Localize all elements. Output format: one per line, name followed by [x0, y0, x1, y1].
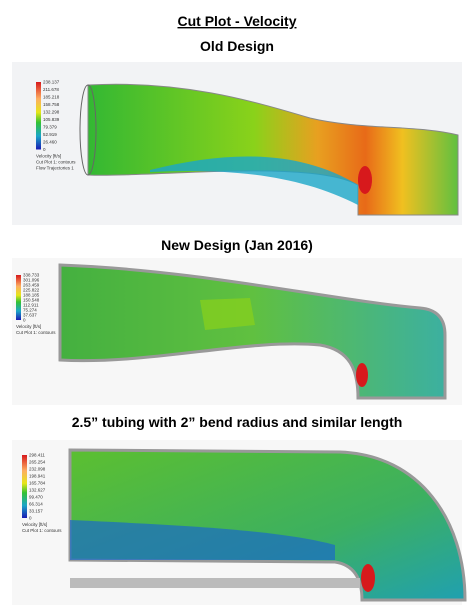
- legend-value: 0: [23, 318, 26, 323]
- legend-value: 225.822: [23, 288, 40, 293]
- section-heading: Old Design: [200, 38, 274, 54]
- legend-value: 232.098: [29, 467, 46, 472]
- legend-value: 105.839: [43, 117, 60, 122]
- legend-value: 338.733: [23, 273, 40, 278]
- legend-value: 52.919: [43, 132, 57, 137]
- color-bar: [36, 82, 41, 150]
- legend-value: 263.459: [23, 283, 40, 288]
- legend-value: 150.548: [23, 298, 40, 303]
- contour: [70, 520, 335, 560]
- pipe: [68, 448, 467, 602]
- legend-value: 112.911: [23, 303, 39, 308]
- legend-value: 265.254: [29, 460, 46, 465]
- legend-value: 79.379: [43, 125, 57, 130]
- legend-value: 26.460: [43, 140, 57, 145]
- legend-note: Cut Plot 1: contours: [22, 528, 62, 533]
- legend-value: 0: [43, 147, 46, 152]
- legend: 298.411 265.254 232.098 198.941 165.784 132.6…: [22, 453, 62, 533]
- section-heading: 2.5” tubing with 2” bend radius and simi…: [72, 414, 403, 430]
- legend-value: 33.157: [29, 509, 43, 514]
- legend-value: 0: [29, 516, 32, 521]
- legend-note: Flow Trajectories 1: [36, 166, 74, 171]
- legend: 238.137 211.678 185.218 158.758 132.298 105.8…: [36, 80, 76, 171]
- legend-value: 75.274: [23, 308, 37, 313]
- legend-value: 66.314: [29, 502, 43, 507]
- legend-value: 185.218: [43, 95, 60, 100]
- color-bar: [16, 275, 21, 320]
- legend-value: 198.941: [29, 474, 46, 479]
- contour: [150, 156, 358, 205]
- color-bar: [22, 455, 27, 518]
- legend-value: 238.137: [43, 80, 60, 85]
- section-heading: New Design (Jan 2016): [161, 237, 313, 253]
- legend-quantity: Velocity [ft/s]: [22, 522, 47, 527]
- legend-value: 99.470: [29, 495, 43, 500]
- legend-value: 37.637: [23, 313, 37, 318]
- legend-value: 211.678: [43, 87, 59, 92]
- pipe: [58, 263, 447, 400]
- contour: [356, 363, 368, 387]
- inlet: [79, 84, 97, 176]
- legend-quantity: Velocity [ft/s]: [36, 154, 61, 159]
- legend-quantity: Velocity [ft/s]: [16, 324, 41, 329]
- legend-value: 132.298: [43, 110, 60, 115]
- legend-note: Cut Plot 1: contours: [16, 330, 56, 335]
- contour: [200, 298, 255, 330]
- legend-value: 188.185: [23, 293, 40, 298]
- legend-value: 132.627: [29, 488, 46, 493]
- contour: [361, 564, 375, 592]
- legend-value: 298.411: [29, 453, 45, 458]
- legend-value: 158.758: [43, 102, 60, 107]
- legend-value: 165.784: [29, 481, 46, 486]
- legend-note: Cut Plot 1: contours: [36, 160, 76, 165]
- page-title: Cut Plot - Velocity: [177, 13, 296, 29]
- legend: 338.733301.096263.459225.822188.185150.5…: [16, 273, 56, 335]
- legend-value: 301.096: [23, 278, 40, 283]
- support-bar: [70, 578, 360, 588]
- contour: [358, 166, 372, 194]
